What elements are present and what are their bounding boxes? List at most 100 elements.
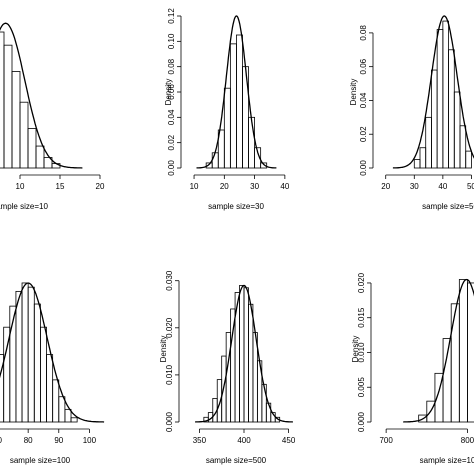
histogram-bar: [3, 44, 13, 169]
histogram-bar: [243, 287, 249, 423]
x-tick-label: 450: [282, 436, 296, 445]
histogram-bar: [248, 303, 254, 423]
x-tick-label: 800: [461, 436, 474, 445]
y-tick-label: 0.00: [167, 160, 176, 176]
histogram-bar: [230, 308, 236, 423]
x-axis-label: sample size=10: [0, 202, 48, 211]
y-tick-label: 0.020: [357, 272, 366, 293]
histogram-bar: [35, 145, 45, 169]
histogram-bar: [465, 150, 472, 169]
histogram-bar: [52, 379, 60, 423]
histogram-bar: [27, 286, 35, 423]
x-tick-label: 30: [410, 182, 419, 191]
density-curve: [392, 15, 474, 169]
histogram-bar: [425, 116, 432, 169]
histogram-bar: [15, 290, 23, 423]
y-tick-label: 0.000: [357, 411, 366, 432]
histogram-panel-3: 20 30 40 50 sample size=50 0.00 0.02 0.04 0.06 0.…: [349, 15, 474, 211]
histogram-bar: [58, 396, 66, 423]
x-tick-label: 10: [190, 182, 199, 191]
x-tick-label: 80: [24, 436, 33, 445]
histogram-bar: [453, 91, 461, 169]
y-tick-label: 0.02: [359, 126, 368, 142]
y-tick-label: 0.030: [165, 270, 174, 291]
x-tick-label: 10: [16, 182, 25, 191]
y-tick-label: 0.08: [167, 58, 176, 74]
histogram-bar: [413, 159, 421, 169]
histogram-bar: [442, 338, 452, 423]
y-tick-label: 0.00: [359, 160, 368, 176]
y-tick-label: 0.06: [359, 58, 368, 74]
histogram-bar: [64, 408, 72, 423]
histogram-bar: [225, 332, 232, 423]
x-tick-label: 90: [54, 436, 63, 445]
y-tick-label: 0.020: [165, 317, 174, 338]
histogram-bar: [40, 326, 47, 423]
histogram-bar: [254, 147, 262, 169]
histogram-bar: [436, 29, 444, 169]
density-curve: [0, 282, 105, 423]
histogram-bar: [261, 383, 267, 423]
x-axis-label: sample size=30: [208, 202, 264, 211]
histogram-bar: [248, 116, 255, 169]
density-curve: [0, 22, 83, 169]
x-tick-label: 70: [0, 436, 3, 445]
x-tick-label: 350: [193, 436, 207, 445]
y-tick-label: 0.000: [165, 411, 174, 432]
histogram-bar: [459, 125, 467, 169]
histogram-panel-4: 70 80 90 100 sample size=100: [0, 282, 105, 465]
histogram-bar: [43, 157, 53, 169]
x-tick-label: 20: [381, 182, 390, 191]
y-tick-label: 0.04: [359, 92, 368, 108]
y-tick-label: 0.010: [165, 364, 174, 385]
x-tick-label: 40: [438, 182, 447, 191]
y-axis-label: Density: [159, 336, 168, 363]
histogram-bar: [260, 162, 268, 169]
y-tick-label: 0.10: [167, 33, 176, 49]
x-tick-label: 40: [280, 182, 289, 191]
x-tick-label: 20: [96, 182, 105, 191]
x-tick-label: 100: [83, 436, 97, 445]
x-axis-label: sample size=100: [10, 456, 71, 465]
y-axis-label: Density: [351, 336, 360, 363]
y-tick-label: 0.005: [357, 377, 366, 398]
histogram-bar: [458, 279, 468, 423]
histogram-bar: [33, 303, 41, 423]
x-tick-label: 15: [56, 182, 65, 191]
x-axis-label: sample size=500: [206, 456, 267, 465]
x-axis-label: sample size=1000: [420, 456, 474, 465]
x-tick-label: 50: [467, 182, 474, 191]
y-axis-label: Density: [349, 79, 358, 106]
histogram-panel-5: 350 400 450 sample size=500 0.000 0.010 0.020 0…: [159, 270, 296, 465]
histogram-bar: [442, 20, 449, 169]
histogram-bar: [431, 69, 438, 169]
y-tick-label: 0.010: [357, 342, 366, 363]
x-axis-label: sample size=50: [422, 202, 474, 211]
histogram-panel-6: 700 800 sample size=1000 0.000 0.005 0.010 0.0…: [351, 272, 474, 465]
x-tick-label: 30: [250, 182, 259, 191]
y-axis-label: Density: [164, 79, 173, 106]
histogram-bar: [467, 282, 474, 423]
histogram-bar: [11, 71, 21, 169]
histogram-bar: [27, 128, 37, 169]
histogram-bar: [265, 402, 272, 423]
histogram-bar: [239, 285, 245, 423]
y-tick-label: 0.015: [357, 307, 366, 328]
y-tick-label: 0.02: [167, 134, 176, 150]
x-tick-label: 20: [220, 182, 229, 191]
histogram-bar: [236, 34, 243, 169]
histogram-panel-2: 10 20 30 40 sample size=30 0.00 0.02 0.04 0.06 0.…: [164, 8, 290, 211]
histogram-bar: [223, 87, 231, 169]
y-tick-label: 0.04: [167, 109, 176, 125]
density-curve: [403, 278, 474, 423]
density-curve: [196, 15, 277, 169]
histogram-bar: [19, 101, 29, 169]
x-tick-label: 400: [237, 436, 251, 445]
y-tick-label: 0.12: [167, 8, 176, 24]
histogram-bar: [70, 417, 78, 423]
histogram-bar: [21, 282, 29, 423]
x-tick-label: 700: [379, 436, 393, 445]
y-tick-label: 0.08: [359, 25, 368, 41]
histogram-bar: [0, 31, 5, 169]
